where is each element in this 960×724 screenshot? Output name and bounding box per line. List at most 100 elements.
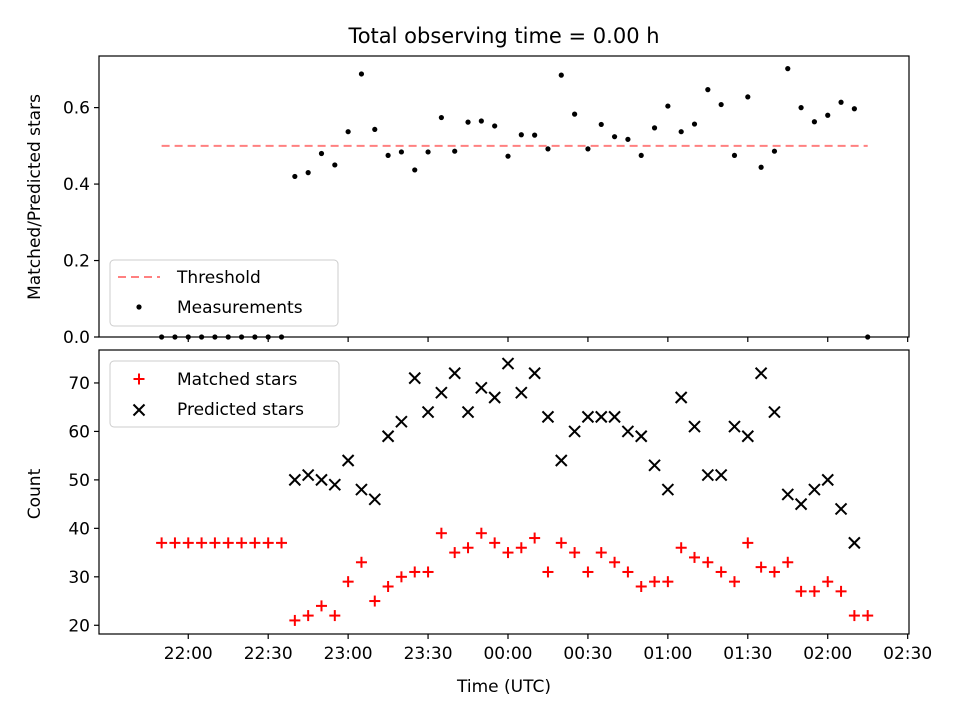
matched-star-point bbox=[808, 585, 820, 597]
bottom-y-axis-label: Count bbox=[25, 468, 45, 519]
measurement-point bbox=[159, 334, 165, 340]
matched-star-point bbox=[196, 537, 208, 549]
predicted-star-point bbox=[674, 391, 688, 404]
measurement-point bbox=[438, 114, 444, 121]
measurement-point bbox=[278, 334, 285, 340]
measurement-point bbox=[198, 334, 205, 340]
matched-star-point bbox=[569, 547, 581, 559]
predicted-star-point bbox=[461, 405, 475, 419]
matched-star-point bbox=[515, 542, 527, 554]
bottom-y-tick-label: 50 bbox=[68, 471, 90, 491]
measurement-point bbox=[425, 149, 431, 155]
predicted-star-point bbox=[741, 430, 755, 443]
predicted-star-point bbox=[315, 473, 328, 487]
bottom-x-tick-label: 00:00 bbox=[483, 644, 532, 664]
matched-star-point bbox=[236, 537, 248, 549]
measurement-point bbox=[598, 121, 604, 128]
matched-star-point bbox=[728, 576, 740, 588]
predicted-star-point bbox=[381, 430, 395, 443]
predicted-star-point bbox=[408, 371, 421, 385]
matched-star-point bbox=[742, 537, 754, 549]
bottom-x-tick-label: 23:30 bbox=[404, 644, 453, 664]
matched-star-point bbox=[449, 547, 461, 559]
predicted-star-point bbox=[834, 502, 848, 516]
measurement-point bbox=[465, 119, 471, 125]
bottom-y-tick-label: 30 bbox=[68, 568, 90, 588]
matched-star-point bbox=[182, 537, 194, 549]
top-panel: 0.0 0.2 0.4 0.6 Matched/Predicted stars Thres… bbox=[25, 55, 910, 348]
measurement-point bbox=[212, 334, 218, 340]
measurement-point bbox=[718, 101, 724, 108]
matched-star-point bbox=[435, 527, 447, 539]
predicted-star-point bbox=[501, 357, 515, 370]
predicted-star-point bbox=[794, 497, 808, 511]
bottom-legend: Matched stars Predicted stars bbox=[109, 360, 340, 428]
measurement-point bbox=[758, 164, 764, 170]
predicted-star-point bbox=[688, 420, 701, 433]
measurement-point bbox=[865, 334, 871, 340]
bottom-x-tick-label: 01:30 bbox=[723, 644, 772, 664]
measurement-point bbox=[358, 71, 365, 77]
matched-star-point bbox=[702, 556, 714, 568]
measurement-point bbox=[452, 148, 458, 154]
predicted-star-point bbox=[435, 386, 448, 399]
matched-star-point bbox=[835, 585, 847, 597]
x-axis-label: Time (UTC) bbox=[456, 677, 551, 697]
measurement-point bbox=[665, 103, 671, 109]
predicted-star-point bbox=[581, 410, 595, 424]
bottom-x-tick-label: 22:00 bbox=[164, 644, 213, 664]
predicted-star-point bbox=[528, 367, 541, 380]
bottom-y-tick-label: 60 bbox=[68, 422, 90, 442]
matched-star-point bbox=[409, 566, 421, 578]
measurement-point bbox=[811, 119, 818, 125]
measurement-point bbox=[558, 72, 564, 78]
predicted-star-point bbox=[515, 386, 528, 399]
measurement-point bbox=[678, 129, 684, 135]
matched-star-point bbox=[422, 566, 434, 578]
legend-predicted-swatch bbox=[132, 403, 146, 417]
measurement-point bbox=[185, 334, 191, 340]
bottom-x-tick-label: 22:30 bbox=[244, 644, 293, 664]
measurement-point bbox=[492, 123, 498, 129]
matched-star-point bbox=[542, 566, 554, 578]
matched-star-point bbox=[395, 571, 407, 583]
measurement-point bbox=[572, 111, 578, 117]
measurement-point bbox=[238, 334, 245, 340]
matched-star-point bbox=[649, 576, 661, 588]
predicted-star-point bbox=[648, 459, 661, 472]
matched-star-point bbox=[529, 532, 541, 544]
measurement-point bbox=[305, 170, 311, 176]
matched-star-point bbox=[662, 576, 674, 588]
predicted-star-point bbox=[821, 473, 834, 487]
measurement-point bbox=[611, 134, 618, 140]
bottom-x-tick-label: 02:00 bbox=[803, 644, 852, 664]
legend-measurements-label: Measurements bbox=[177, 298, 303, 318]
matched-star-point bbox=[795, 585, 807, 597]
predicted-star-point bbox=[635, 430, 648, 443]
bottom-y-tick-label: 40 bbox=[68, 519, 90, 539]
measurement-point bbox=[851, 106, 857, 112]
matched-star-point bbox=[342, 576, 354, 588]
top-y-tick-label: 0.2 bbox=[63, 252, 90, 272]
matched-star-point bbox=[635, 581, 647, 593]
top-y-axis-label: Matched/Predicted stars bbox=[25, 94, 45, 300]
bottom-x-tick-label: 02:30 bbox=[883, 644, 932, 664]
matched-star-point bbox=[689, 551, 701, 563]
predicted-star-point bbox=[754, 367, 768, 380]
legend-measurements-swatch bbox=[136, 304, 142, 310]
predicted-star-point bbox=[288, 473, 302, 487]
matched-star-point bbox=[302, 610, 314, 622]
matched-star-point bbox=[582, 566, 594, 578]
matched-star-point bbox=[848, 610, 860, 622]
matched-star-point bbox=[209, 537, 221, 549]
predicted-star-point bbox=[808, 483, 821, 496]
bottom-legend-frame bbox=[109, 360, 340, 428]
measurement-point bbox=[332, 162, 338, 168]
measurement-point bbox=[651, 125, 658, 131]
matched-star-point bbox=[289, 614, 301, 626]
predicted-star-point bbox=[621, 425, 635, 438]
measurement-point bbox=[545, 146, 551, 152]
legend-matched-label: Matched stars bbox=[177, 370, 297, 390]
